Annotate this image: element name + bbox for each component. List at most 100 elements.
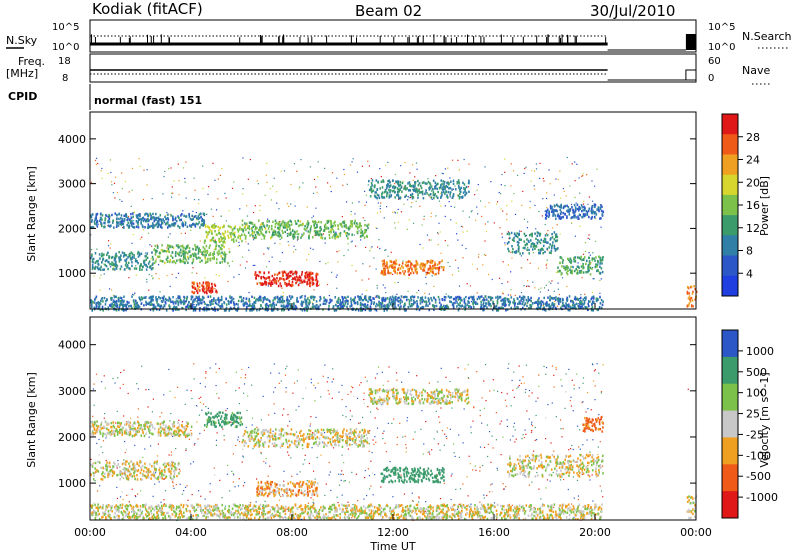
- echo-speckle: [353, 234, 355, 236]
- echo-cell: [434, 263, 437, 266]
- echo-cell: [566, 216, 568, 219]
- echo-speckle: [566, 285, 568, 288]
- power-ylabel: Slant Range [km]: [25, 166, 38, 262]
- echo-speckle: [313, 178, 316, 181]
- echo-cell: [552, 211, 555, 214]
- echo-cell: [329, 300, 332, 304]
- echo-speckle: [523, 382, 525, 384]
- echo-cell: [422, 181, 425, 184]
- echo-speckle: [440, 252, 442, 254]
- echo-cell: [335, 309, 338, 312]
- echo-speckle: [457, 367, 459, 369]
- echo-cell: [119, 303, 121, 307]
- echo-cell: [332, 307, 334, 310]
- echo-cell: [445, 190, 448, 194]
- echo-cell: [181, 260, 183, 263]
- echo-cell: [544, 216, 547, 220]
- echo-speckle: [350, 213, 352, 216]
- echo-cell: [97, 268, 100, 271]
- echo-speckle: [239, 208, 241, 210]
- echo-cell: [594, 203, 596, 206]
- echo-cell: [166, 226, 169, 229]
- echo-cell: [380, 305, 383, 309]
- echo-cell: [429, 264, 431, 268]
- echo-speckle: [442, 173, 444, 175]
- echo-cell: [557, 300, 560, 304]
- beam-title: Beam 02: [355, 2, 422, 20]
- echo-cell: [230, 235, 232, 239]
- echo-cell: [111, 221, 114, 224]
- echo-speckle: [449, 428, 451, 430]
- echo-cell: [566, 215, 568, 218]
- echo-speckle: [169, 300, 171, 303]
- echo-cell: [172, 224, 174, 227]
- echo-cell: [428, 193, 430, 197]
- echo-cell: [383, 190, 386, 194]
- echo-speckle: [246, 215, 249, 217]
- echo-cell: [251, 221, 254, 225]
- echo-speckle: [588, 234, 590, 236]
- echo-speckle: [596, 168, 598, 170]
- echo-cell: [244, 301, 247, 305]
- echo-cell: [218, 249, 220, 252]
- echo-cell: [450, 300, 453, 304]
- echo-cell: [124, 304, 127, 307]
- echo-speckle: [206, 213, 208, 215]
- echo-cell: [427, 299, 430, 303]
- echo-cell: [308, 300, 311, 303]
- echo-cell: [174, 308, 177, 311]
- echo-cell: [315, 233, 318, 236]
- echo-speckle: [531, 392, 533, 394]
- echo-cell: [105, 300, 107, 303]
- echo-cell: [397, 304, 400, 307]
- echo-cell: [191, 252, 194, 256]
- echo-cell: [543, 306, 546, 309]
- echo-speckle: [215, 274, 217, 276]
- echo-speckle: [394, 227, 396, 229]
- echo-cell: [339, 301, 342, 304]
- echo-cell: [559, 256, 562, 259]
- echo-cell: [251, 231, 254, 234]
- echo-cell: [213, 256, 215, 259]
- echo-cell: [600, 306, 603, 310]
- echo-cell: [232, 238, 235, 241]
- echo-cell: [245, 305, 248, 309]
- echo-cell: [426, 271, 429, 275]
- echo-speckle: [411, 189, 414, 191]
- echo-cell: [518, 238, 521, 241]
- echo-cell: [169, 298, 172, 301]
- echo-cell: [97, 301, 100, 304]
- echo-cell: [221, 232, 224, 235]
- echo-cell: [137, 217, 140, 220]
- echo-speckle: [170, 167, 172, 169]
- echo-speckle: [590, 262, 592, 264]
- echo-cell: [689, 298, 691, 301]
- echo-cell: [259, 271, 262, 274]
- echo-speckle: [317, 176, 319, 178]
- echo-cell: [559, 261, 561, 265]
- echo-cell: [185, 299, 188, 303]
- echo-cell: [187, 305, 190, 309]
- echo-speckle: [454, 185, 456, 187]
- echo-cell: [203, 288, 206, 291]
- echo-speckle: [551, 227, 554, 229]
- echo-cell: [414, 267, 416, 270]
- echo-speckle: [538, 288, 540, 291]
- echo-cell: [277, 298, 280, 301]
- echo-speckle: [121, 226, 124, 229]
- echo-cell: [387, 269, 390, 273]
- echo-cell: [497, 297, 499, 301]
- echo-cell: [569, 271, 572, 274]
- echo-cell: [172, 295, 174, 299]
- echo-speckle: [340, 479, 342, 481]
- echo-cell: [537, 248, 540, 252]
- echo-cell: [196, 257, 198, 260]
- echo-cell: [136, 216, 139, 220]
- echo-speckle: [366, 289, 368, 292]
- echo-speckle: [157, 264, 160, 266]
- echo-cell: [181, 244, 184, 248]
- echo-cell: [203, 241, 206, 244]
- echo-cell: [396, 272, 399, 275]
- echo-cell: [292, 237, 295, 240]
- echo-speckle: [166, 247, 168, 249]
